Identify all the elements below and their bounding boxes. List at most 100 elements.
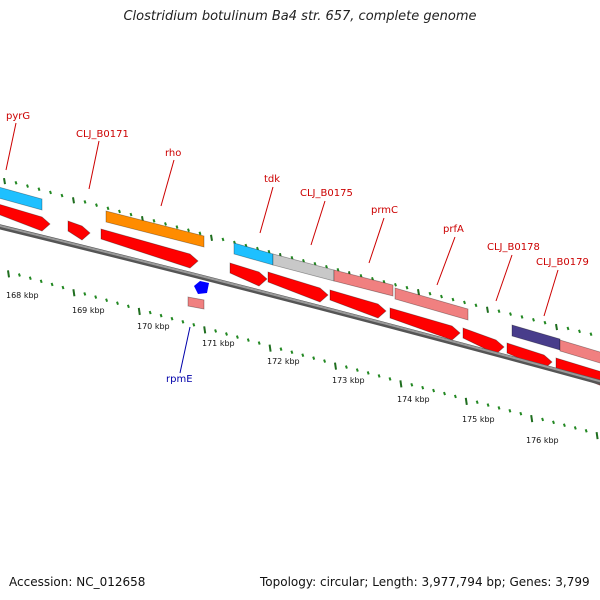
ring-tick [49, 190, 52, 195]
scale-label: 172 kbp [267, 357, 300, 366]
ring-tick [175, 225, 179, 229]
leader-line [259, 186, 274, 234]
gene-label-CLJ_B0178[interactable]: CLJ_B0178 [487, 242, 540, 253]
ring-tick [256, 246, 259, 251]
scale-tick [421, 385, 425, 390]
leader-line [310, 200, 326, 246]
leader-line [88, 140, 100, 190]
scale-tick [7, 270, 10, 278]
scale-tick [344, 365, 348, 369]
scale-tick [301, 353, 305, 357]
scale-tick [508, 409, 512, 413]
ring-tick [451, 297, 455, 302]
scale-tick [126, 304, 130, 309]
scale-tick [279, 347, 283, 351]
ring-tick [210, 234, 213, 242]
gene-box-pyrG [0, 186, 43, 211]
scale-tick [170, 316, 174, 321]
scale-tick [312, 356, 316, 360]
scale-tick-ring [7, 270, 599, 440]
scale-label: 171 kbp [202, 339, 235, 348]
gene-label-pyrG[interactable]: pyrG [6, 111, 30, 122]
gene-label-rpmE[interactable]: rpmE [166, 374, 193, 385]
ring-tick [72, 197, 75, 204]
ring-tick [336, 268, 340, 272]
scale-tick [497, 406, 501, 410]
ring-tick [60, 193, 64, 198]
gene-label-CLJ_B0179[interactable]: CLJ_B0179 [536, 257, 589, 268]
accession-text: Accession: NC_012658 [9, 575, 146, 589]
gene-box-prmC [333, 269, 394, 297]
scale-tick [268, 344, 272, 352]
scale-tick [39, 279, 43, 284]
gene-label-CLJ_B0175[interactable]: CLJ_B0175 [300, 188, 353, 199]
scale-tick [366, 371, 370, 375]
ring-tick [486, 306, 489, 313]
ring-tick [509, 312, 512, 316]
gene-label-rho[interactable]: rho [165, 148, 181, 159]
scale-tick [486, 403, 490, 407]
ring-tick [394, 282, 397, 287]
ring-tick [405, 285, 409, 290]
gene-label-tdk[interactable]: tdk [264, 174, 280, 185]
scale-tick [105, 298, 109, 302]
ring-tick [164, 222, 167, 226]
scale-label: 174 kbp [397, 395, 430, 404]
ring-tick [417, 289, 420, 296]
ring-tick [26, 184, 29, 188]
ring-tick [152, 219, 156, 223]
scale-tick [530, 414, 534, 423]
scale-tick [83, 292, 87, 296]
genome-summary-text: Topology: circular; Length: 3,977,794 bp… [260, 575, 590, 589]
gene-label-CLJ_B0171[interactable]: CLJ_B0171 [76, 129, 129, 140]
scale-tick [137, 307, 141, 316]
scale-tick [17, 273, 21, 277]
gene-label-prmC[interactable]: prmC [371, 205, 398, 216]
scale-tick [235, 335, 239, 339]
gene-box-rho [105, 210, 205, 248]
cds-arrow [506, 342, 553, 370]
scale-tick [148, 310, 152, 315]
ring-tick [382, 279, 386, 284]
scale-tick [355, 368, 359, 372]
scale-tick [225, 332, 228, 336]
ring-tick [589, 332, 593, 336]
scale-tick [443, 391, 446, 396]
scale-tick [246, 338, 250, 342]
scale-tick [334, 362, 337, 370]
ring-tick [302, 258, 305, 263]
scale-tick [475, 400, 479, 405]
scale-tick [399, 380, 403, 388]
gene-box-CLJ_B0178 [559, 339, 600, 364]
scale-tick [464, 397, 468, 405]
gene-label-prfA[interactable]: prfA [443, 224, 464, 235]
label-leader-lines [5, 122, 559, 374]
scale-tick [181, 319, 185, 324]
cds-arrow [267, 271, 329, 303]
ring-tick [290, 255, 294, 260]
ring-tick [532, 318, 535, 322]
scale-tick [453, 394, 457, 399]
ring-tick [325, 265, 328, 269]
scale-tick [72, 289, 76, 297]
ring-tick [566, 326, 570, 331]
ring-tick [83, 200, 87, 204]
scale-tick [214, 329, 218, 333]
scale-tick [203, 326, 207, 334]
leader-line [179, 326, 191, 374]
leader-line [436, 236, 456, 286]
ring-tick [555, 323, 558, 331]
scale-tick [323, 359, 327, 363]
leader-line [160, 159, 175, 207]
scale-tick [552, 420, 555, 425]
leader-line [5, 122, 17, 171]
scale-tick [61, 285, 65, 290]
ring-tick [578, 329, 581, 334]
gene-box-rpmE [194, 281, 209, 294]
genome-backbone-highlight [0, 224, 600, 383]
ring-tick [221, 237, 225, 242]
gene-box-pink-small [187, 296, 205, 310]
ring-tick [428, 291, 432, 296]
